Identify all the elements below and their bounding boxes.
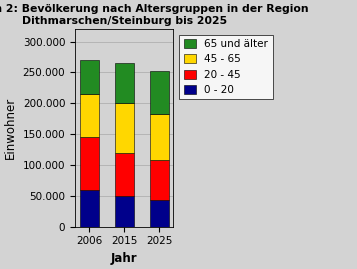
Bar [115,196,134,226]
Title: Diagramm 2: Bevölkerung nach Altersgruppen in der Region
Dithmarschen/Steinburg : Diagramm 2: Bevölkerung nach Altersgrupp… [0,4,309,26]
Bar [80,190,99,226]
Bar [150,71,169,114]
Bar [150,160,169,200]
Bar [80,137,99,190]
Bar [80,94,99,137]
X-axis label: Jahr: Jahr [111,252,137,265]
Bar [80,60,99,94]
Bar [115,103,134,153]
Bar [115,63,134,103]
Bar [150,200,169,226]
Y-axis label: Einwohner: Einwohner [4,97,17,159]
Bar [150,114,169,160]
Bar [115,153,134,196]
Legend: 65 und älter, 45 - 65, 20 - 45, 0 - 20: 65 und älter, 45 - 65, 20 - 45, 0 - 20 [180,34,272,100]
